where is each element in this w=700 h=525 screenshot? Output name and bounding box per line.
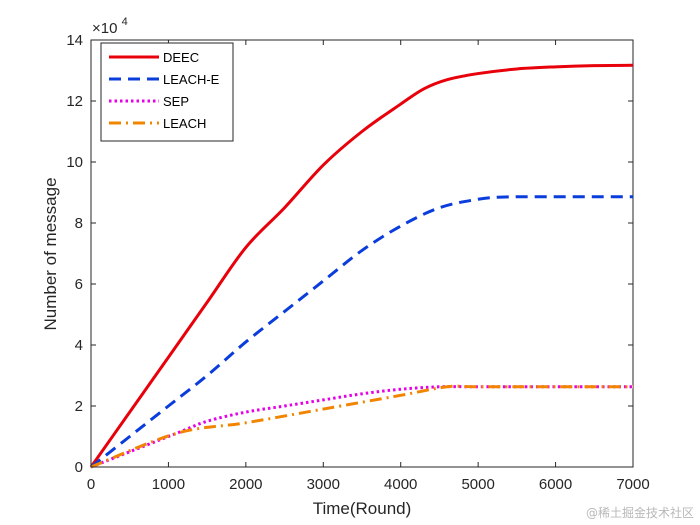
y-tick-label: 8 (75, 215, 83, 232)
y-tick-label: 6 (75, 276, 83, 293)
series-layer (89, 63, 634, 469)
y-tick-label: 10 (66, 154, 83, 171)
y-axis-multiplier: ×10 4 (92, 16, 128, 37)
x-tick-label: 4000 (384, 476, 417, 493)
x-tick-label: 0 (87, 476, 95, 493)
legend-label: DEEC (163, 50, 199, 65)
x-tick-label: 5000 (461, 476, 494, 493)
y-tick-label: 4 (75, 337, 83, 354)
x-axis-ticks: 0 1000 2000 3000 4000 5000 6000 7000 (87, 40, 650, 493)
x-tick-label: 7000 (616, 476, 649, 493)
legend-box (100, 42, 234, 142)
x-tick-label: 3000 (307, 476, 340, 493)
series-line-deec (89, 63, 634, 468)
y-tick-label: 12 (66, 93, 83, 110)
y-axis-label: Number of message (41, 177, 60, 330)
legend-label: LEACH (163, 116, 206, 131)
y-multiplier-exponent: 4 (122, 16, 128, 28)
x-tick-label: 6000 (539, 476, 572, 493)
y-tick-label: 0 (75, 459, 83, 476)
x-tick-label: 1000 (152, 476, 185, 493)
y-tick-label: 14 (66, 32, 83, 49)
watermark: @稀土掘金技术社区 (586, 505, 694, 520)
series-line-leach-e (90, 195, 633, 469)
legend-label: LEACH-E (163, 72, 220, 87)
series-line-leach (90, 384, 633, 469)
legend: DEEC LEACH-E SEP LEACH (100, 42, 234, 142)
y-multiplier-base: ×10 (92, 20, 117, 37)
y-tick-label: 2 (75, 398, 83, 415)
x-tick-label: 2000 (229, 476, 262, 493)
legend-label: SEP (163, 94, 189, 109)
y-axis-ticks: 0 2 4 6 8 10 12 14 (66, 32, 633, 476)
x-axis-label: Time(Round) (313, 499, 412, 518)
